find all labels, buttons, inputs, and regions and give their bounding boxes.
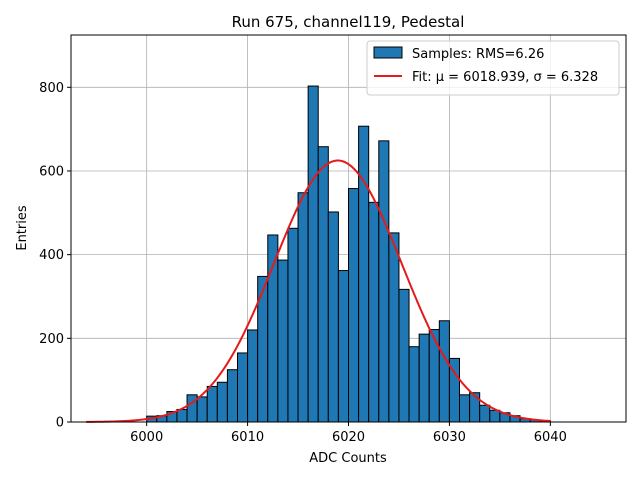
legend-label-fit: Fit: μ = 6018.939, σ = 6.328 <box>412 70 598 85</box>
y-tick-label: 400 <box>39 248 64 263</box>
histogram-bar <box>438 320 450 423</box>
histogram-bar <box>459 394 471 423</box>
histogram-bar <box>277 259 289 423</box>
histogram-bar <box>489 409 501 423</box>
histogram-bar <box>368 201 380 423</box>
histogram-bar <box>327 211 339 423</box>
x-axis-ticks: 6000 6010 6020 6030 6040 <box>130 422 567 445</box>
histogram-bar <box>388 232 400 423</box>
histogram-bar <box>307 85 319 423</box>
y-axis-ticks: 0 200 400 600 800 <box>39 81 71 431</box>
histogram-bar <box>237 352 249 423</box>
histogram-bar <box>196 396 208 423</box>
fit-curve-group <box>86 159 551 423</box>
y-axis-label: Entries <box>15 205 30 251</box>
histogram-bar <box>479 404 491 423</box>
histogram-bar <box>317 146 329 423</box>
histogram-bar <box>247 329 259 423</box>
chart-title: Run 675, channel119, Pedestal <box>232 13 465 31</box>
legend-box <box>366 40 620 96</box>
histogram-bar <box>378 140 390 423</box>
histogram-bar <box>206 385 218 423</box>
histogram-bar <box>398 288 410 423</box>
histogram-bar <box>348 188 360 423</box>
histogram-bar <box>469 392 481 423</box>
y-tick-label: 0 <box>56 416 64 431</box>
histogram-bar <box>287 227 299 423</box>
histogram-bar <box>297 192 309 423</box>
histogram-bar <box>337 270 349 423</box>
fit-curve <box>86 159 551 423</box>
x-tick-label: 6030 <box>433 430 466 445</box>
x-tick-label: 6040 <box>534 430 567 445</box>
y-tick-label: 800 <box>39 81 64 96</box>
histogram-bar <box>418 333 430 423</box>
x-axis-label: ADC Counts <box>309 451 387 466</box>
histogram-bar <box>226 369 238 423</box>
x-tick-label: 6020 <box>332 430 365 445</box>
legend-label-samples: Samples: RMS=6.26 <box>412 47 544 62</box>
histogram-bar <box>267 234 279 423</box>
y-tick-label: 600 <box>39 164 64 179</box>
histogram-bar <box>408 346 420 423</box>
y-tick-label: 200 <box>39 332 64 347</box>
x-tick-label: 6010 <box>231 430 264 445</box>
x-tick-label: 6000 <box>130 430 163 445</box>
legend: Samples: RMS=6.26 Fit: μ = 6018.939, σ =… <box>366 40 620 96</box>
histogram-bar <box>216 381 228 423</box>
legend-patch-samples <box>373 46 403 59</box>
histogram-bar <box>358 125 370 423</box>
